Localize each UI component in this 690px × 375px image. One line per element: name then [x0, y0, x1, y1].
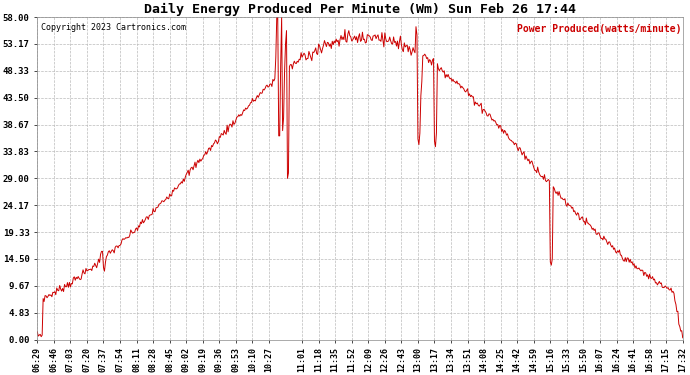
Text: Power Produced(watts/minute): Power Produced(watts/minute)	[517, 24, 682, 33]
Title: Daily Energy Produced Per Minute (Wm) Sun Feb 26 17:44: Daily Energy Produced Per Minute (Wm) Su…	[144, 3, 576, 16]
Text: Copyright 2023 Cartronics.com: Copyright 2023 Cartronics.com	[41, 24, 186, 33]
